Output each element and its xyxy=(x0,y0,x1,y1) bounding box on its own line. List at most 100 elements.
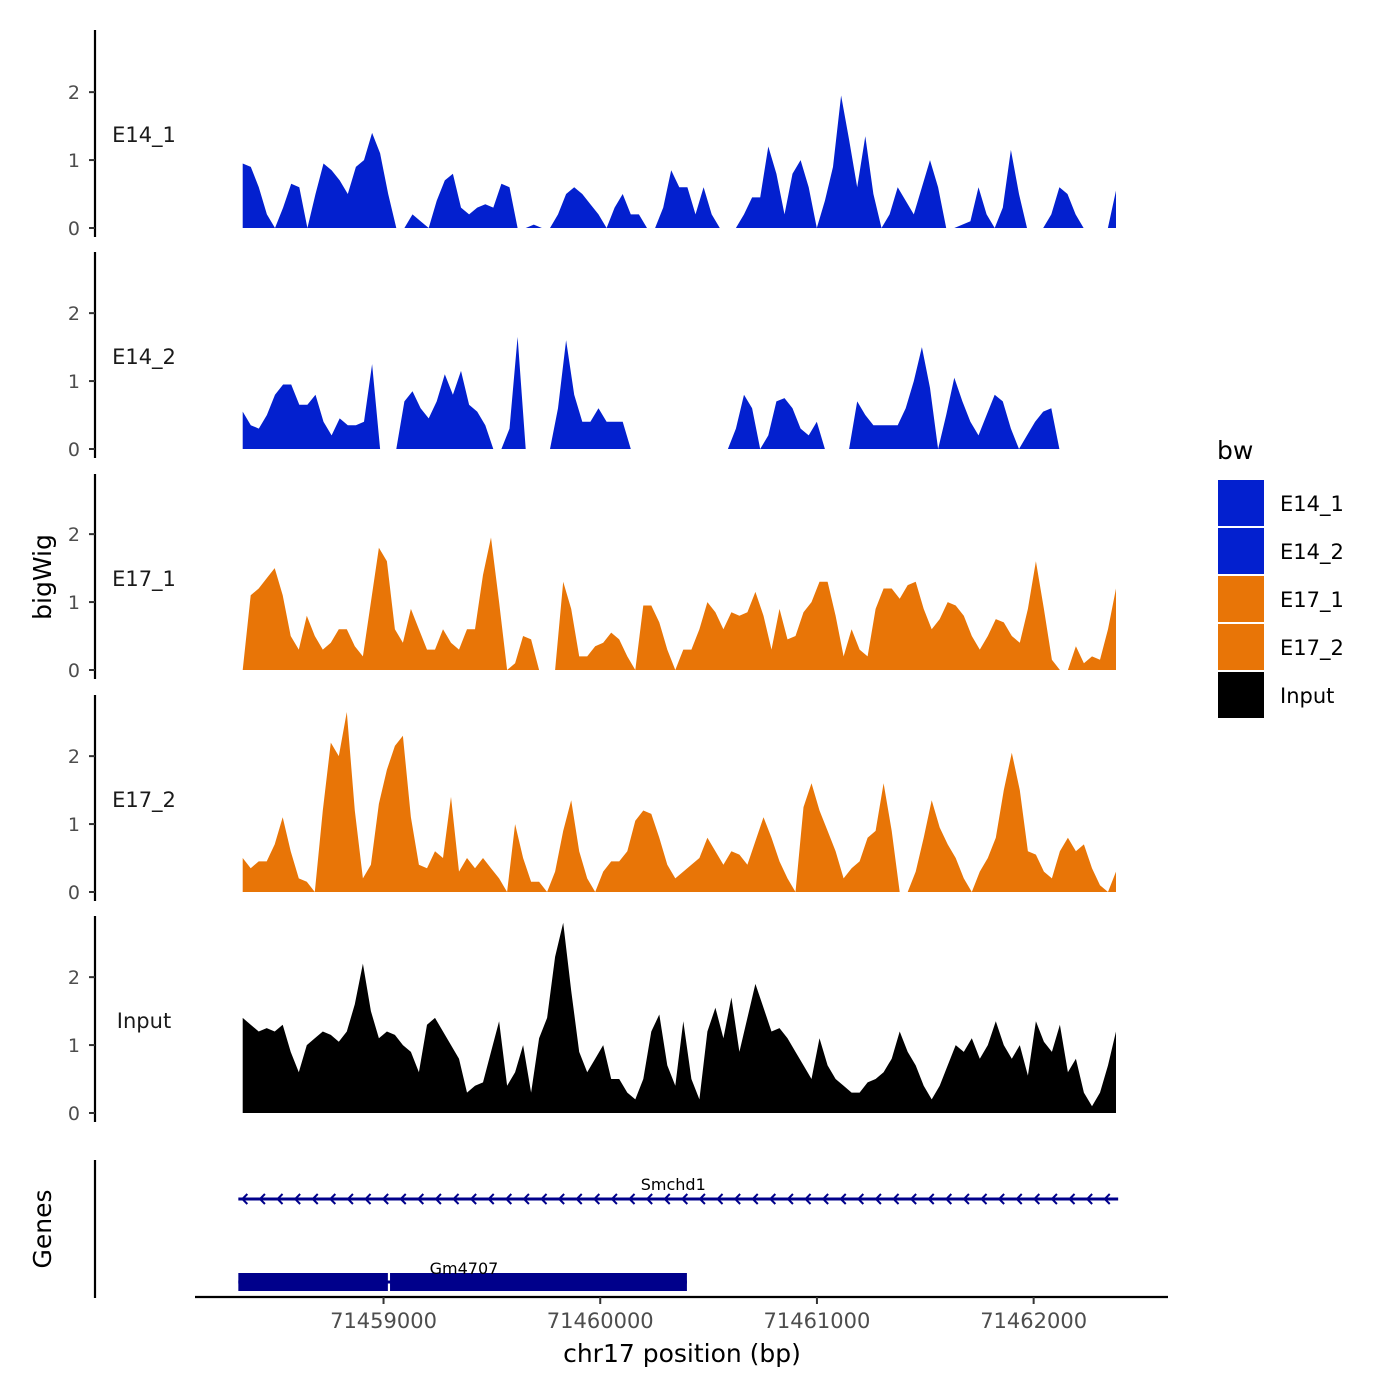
strand-arrow xyxy=(962,1193,970,1205)
x-tick-label: 71459000 xyxy=(330,1309,437,1333)
strand-arrow xyxy=(258,1193,266,1205)
legend: bw E14_1 E14_2 E17_1 E17_2 Input xyxy=(1217,436,1344,718)
y-tick-label: 1 xyxy=(68,1035,80,1057)
legend-item: E17_2 xyxy=(1218,624,1344,670)
y-tick-label: 0 xyxy=(68,882,80,904)
legend-swatch xyxy=(1218,672,1264,718)
track-label: E17_2 xyxy=(112,788,176,813)
strand-arrow xyxy=(628,1193,636,1205)
track-label: E17_1 xyxy=(112,567,176,592)
y-axis-title: bigWig xyxy=(28,534,57,620)
coverage-area-E14_1 xyxy=(242,95,1116,228)
x-tick-label: 71462000 xyxy=(980,1309,1087,1333)
coverage-tracks: 0 1 2 E14_1 0 1 2 E14_2 0 1 2 E17_1 0 1 2 E17_2 0 1 2 Input xyxy=(68,30,1116,1125)
strand-arrow xyxy=(980,1193,988,1205)
y-tick-label: 1 xyxy=(68,592,80,614)
track-label: E14_1 xyxy=(112,123,176,148)
strand-arrow xyxy=(293,1193,301,1205)
strand-arrow xyxy=(821,1193,829,1205)
strand-arrow xyxy=(434,1193,442,1205)
legend-label: E17_2 xyxy=(1280,636,1344,661)
track-E14_2: 0 1 2 E14_2 xyxy=(68,252,1116,461)
strand-arrow xyxy=(416,1193,425,1205)
strand-arrow xyxy=(1068,1193,1076,1205)
strand-arrow xyxy=(856,1193,865,1205)
coverage-area-Input xyxy=(242,922,1116,1113)
strand-arrow xyxy=(874,1193,882,1205)
strand-arrow xyxy=(839,1193,847,1205)
strand-arrow xyxy=(892,1193,900,1205)
strand-arrow xyxy=(610,1193,618,1205)
genes-axis-title: Genes xyxy=(28,1189,57,1268)
strand-arrow xyxy=(1085,1193,1093,1205)
strand-arrow xyxy=(751,1193,759,1205)
legend-swatch xyxy=(1218,528,1264,574)
x-axis: 71459000 71460000 71461000 71462000 xyxy=(195,1295,1168,1333)
x-tick-label: 71460000 xyxy=(547,1309,654,1333)
gene-Smchd1: Smchd1 xyxy=(238,1175,1119,1205)
strand-arrow xyxy=(909,1193,917,1205)
track-E17_2: 0 1 2 E17_2 xyxy=(68,695,1116,904)
coverage-area-E17_2 xyxy=(242,712,1116,892)
track-label: Input xyxy=(117,1009,171,1033)
strand-arrow xyxy=(786,1193,794,1205)
strand-arrow xyxy=(804,1193,812,1205)
y-tick-label: 0 xyxy=(68,218,80,240)
coverage-area-E17_1 xyxy=(242,537,1116,670)
strand-arrow xyxy=(645,1193,653,1205)
strand-arrow xyxy=(311,1193,319,1205)
exon xyxy=(238,1273,388,1291)
strand-arrow xyxy=(504,1193,513,1205)
strand-arrow xyxy=(768,1193,777,1205)
y-tick-label: 0 xyxy=(68,1103,80,1125)
strand-arrow xyxy=(592,1193,601,1205)
strand-arrow xyxy=(381,1193,389,1205)
x-tick-label: 71461000 xyxy=(763,1309,870,1333)
y-tick-label: 1 xyxy=(68,371,80,393)
track-E17_1: 0 1 2 E17_1 xyxy=(68,474,1116,682)
strand-arrow xyxy=(240,1193,249,1205)
strand-arrow xyxy=(557,1193,565,1205)
gene-label: Gm4707 xyxy=(430,1259,499,1278)
y-tick-label: 2 xyxy=(68,524,80,546)
legend-label: Input xyxy=(1280,684,1334,708)
coverage-area-E14_2 xyxy=(242,336,1116,449)
strand-arrow xyxy=(1015,1193,1023,1205)
legend-label: E14_1 xyxy=(1280,492,1344,517)
gene-Gm4707: Gm4707 xyxy=(238,1259,687,1291)
y-tick-label: 1 xyxy=(68,814,80,836)
strand-arrow xyxy=(346,1193,354,1205)
strand-arrow xyxy=(276,1193,284,1205)
legend-title: bw xyxy=(1217,436,1253,465)
strand-arrow xyxy=(997,1193,1005,1205)
strand-arrow xyxy=(328,1193,337,1205)
strand-arrow xyxy=(452,1193,460,1205)
strand-arrow xyxy=(680,1193,689,1205)
strand-arrow xyxy=(1032,1193,1041,1205)
strand-arrow xyxy=(698,1193,706,1205)
strand-arrow xyxy=(944,1193,953,1205)
legend-item: E14_2 xyxy=(1218,528,1344,574)
legend-swatch xyxy=(1218,576,1264,622)
strand-arrow xyxy=(522,1193,530,1205)
strand-arrow xyxy=(927,1193,935,1205)
track-label: E14_2 xyxy=(112,345,176,370)
y-tick-label: 0 xyxy=(68,439,80,461)
track-E14_1: 0 1 2 E14_1 xyxy=(68,30,1116,240)
legend-label: E14_2 xyxy=(1280,540,1344,565)
strand-arrow xyxy=(364,1193,372,1205)
y-tick-label: 0 xyxy=(68,660,80,682)
strand-arrow xyxy=(469,1193,477,1205)
y-tick-label: 2 xyxy=(68,303,80,325)
exon xyxy=(390,1273,687,1291)
strand-arrow xyxy=(1050,1193,1058,1205)
strand-arrow xyxy=(1103,1193,1111,1205)
legend-item: E14_1 xyxy=(1218,480,1344,526)
strand-arrow xyxy=(540,1193,548,1205)
strand-arrow xyxy=(663,1193,671,1205)
track-Input: 0 1 2 Input xyxy=(68,916,1116,1125)
legend-item: E17_1 xyxy=(1218,576,1344,622)
x-axis-title: chr17 position (bp) xyxy=(563,1339,801,1368)
gene-label: Smchd1 xyxy=(641,1175,706,1194)
